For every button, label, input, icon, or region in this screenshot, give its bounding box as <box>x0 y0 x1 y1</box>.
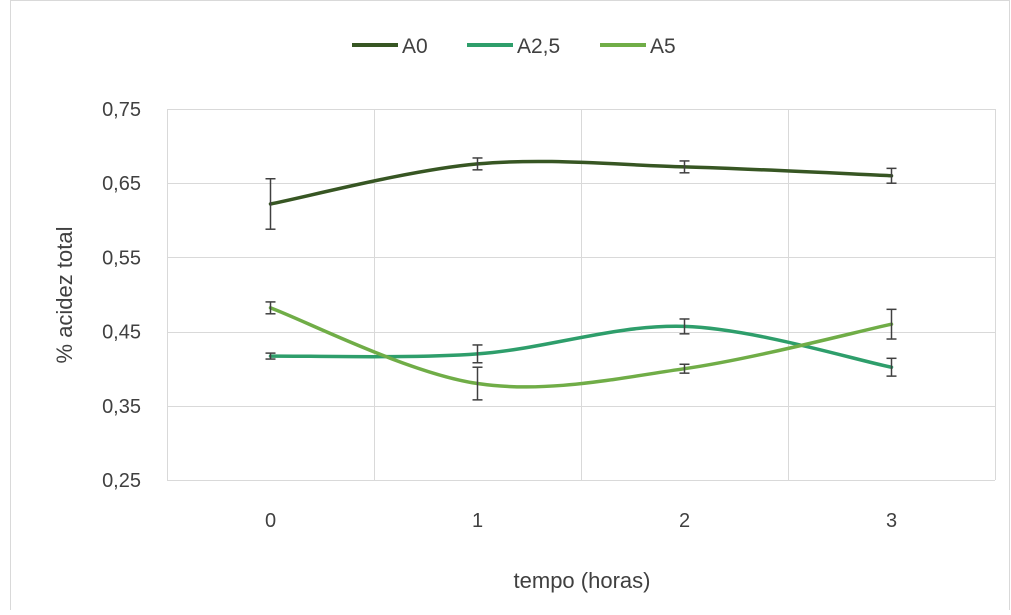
legend-item: A5 <box>600 35 676 58</box>
legend-item: A2,5 <box>467 35 560 58</box>
y-tick-label: 0,25 <box>102 470 141 492</box>
chart-border <box>10 0 1010 615</box>
y-tick-label: 0,65 <box>102 173 141 195</box>
y-axis-ticks: 0,25 0,35 0,45 0,55 0,65 0,75 <box>102 99 141 492</box>
error-bar <box>472 344 483 364</box>
x-tick-label: 3 <box>886 510 897 532</box>
legend: A0 A2,5 A5 <box>352 35 676 58</box>
x-axis-ticks: 0 1 2 3 <box>265 510 897 532</box>
error-bar <box>472 366 483 401</box>
error-bar <box>265 177 276 230</box>
legend-item: A0 <box>352 35 428 58</box>
error-bar <box>679 363 690 374</box>
y-tick-label: 0,75 <box>102 99 141 121</box>
y-tick-label: 0,35 <box>102 396 141 418</box>
series-line-0 <box>268 159 894 206</box>
gridlines <box>167 109 996 481</box>
y-tick-label: 0,55 <box>102 247 141 269</box>
series-line-2 <box>268 306 894 389</box>
error-bar <box>886 167 897 184</box>
legend-label: A5 <box>650 35 676 58</box>
error-bar <box>265 301 276 315</box>
error-bar <box>472 157 483 171</box>
y-axis-title: % acidez total <box>52 227 77 364</box>
error-bar <box>886 308 897 340</box>
error-bar <box>679 318 690 335</box>
y-tick-label: 0,45 <box>102 322 141 344</box>
legend-label: A0 <box>402 35 428 58</box>
x-tick-label: 2 <box>679 510 690 532</box>
error-bar <box>265 352 276 360</box>
x-tick-label: 0 <box>265 510 276 532</box>
error-bars <box>265 157 897 401</box>
x-axis-title: tempo (horas) <box>514 568 651 593</box>
error-bar <box>886 357 897 377</box>
x-tick-label: 1 <box>472 510 483 532</box>
legend-label: A2,5 <box>517 35 560 58</box>
series-lines <box>268 159 894 389</box>
error-bar <box>679 160 690 174</box>
